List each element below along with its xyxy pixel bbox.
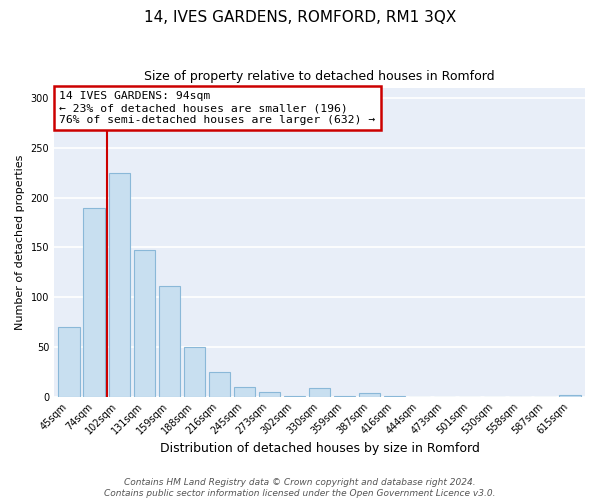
Bar (309, 388, 330, 396)
Bar (559, 394, 581, 396)
Bar (259, 392, 280, 396)
X-axis label: Distribution of detached houses by size in Romford: Distribution of detached houses by size … (160, 442, 479, 455)
Bar (134, 250, 155, 396)
Bar (58, 327, 80, 396)
Bar (109, 173, 130, 396)
Bar (359, 392, 380, 396)
Title: Size of property relative to detached houses in Romford: Size of property relative to detached ho… (144, 70, 495, 83)
Text: Contains HM Land Registry data © Crown copyright and database right 2024.
Contai: Contains HM Land Registry data © Crown c… (104, 478, 496, 498)
Bar (234, 386, 255, 396)
Text: 14 IVES GARDENS: 94sqm
← 23% of detached houses are smaller (196)
76% of semi-de: 14 IVES GARDENS: 94sqm ← 23% of detached… (59, 92, 376, 124)
Y-axis label: Number of detached properties: Number of detached properties (15, 155, 25, 330)
Bar (209, 372, 230, 396)
Bar (184, 347, 205, 397)
Bar (158, 286, 180, 397)
Bar (83, 208, 105, 396)
Text: 14, IVES GARDENS, ROMFORD, RM1 3QX: 14, IVES GARDENS, ROMFORD, RM1 3QX (144, 10, 456, 25)
